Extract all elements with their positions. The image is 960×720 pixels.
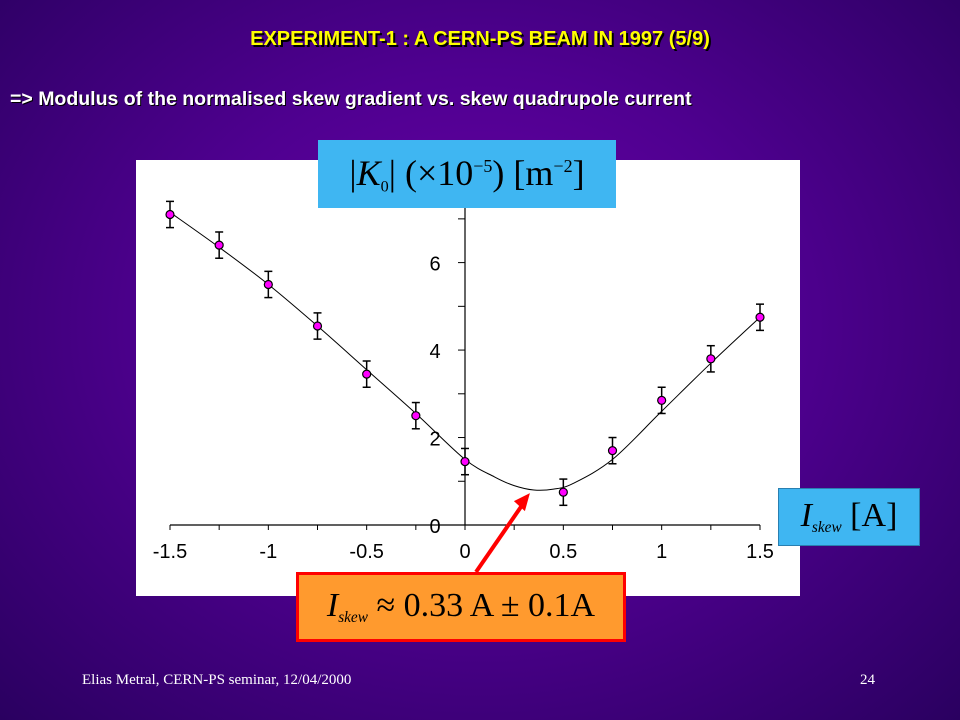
data-point xyxy=(460,456,470,467)
data-point xyxy=(214,240,224,250)
y-tick-label: 4 xyxy=(429,341,440,363)
data-point xyxy=(362,369,372,379)
data-point xyxy=(607,446,618,456)
data-point xyxy=(558,487,568,497)
data-point xyxy=(263,279,273,290)
minimum-arrow xyxy=(474,500,527,574)
x-tick-label: -0.5 xyxy=(349,541,383,563)
result-box: Iskew ≈ 0.33 A ± 0.1A xyxy=(296,572,626,642)
x-tick-label: -1 xyxy=(259,541,277,563)
x-tick-label: -1.5 xyxy=(153,541,187,563)
y-tick-label: 0 xyxy=(429,516,440,538)
data-point xyxy=(755,312,765,322)
x-axis-label: Iskew [A] xyxy=(800,496,898,537)
minimum-arrow-head xyxy=(513,493,530,512)
slide-title: EXPERIMENT-1 : A CERN-PS BEAM IN 1997 (5… xyxy=(250,28,710,50)
y-axis-label-box: |K0| (×10−5) [m−2] xyxy=(318,140,616,208)
footer-author: Elias Metral, CERN-PS seminar, 12/04/200… xyxy=(82,672,352,688)
y-tick-label: 6 xyxy=(429,254,440,276)
data-point xyxy=(657,395,667,405)
x-tick-label: 1.5 xyxy=(746,541,774,563)
fit-curve xyxy=(169,211,761,491)
data-point xyxy=(411,411,421,421)
x-tick-label: 0.5 xyxy=(549,541,577,563)
data-point xyxy=(312,321,323,331)
y-axis-label: |K0| (×10−5) [m−2] xyxy=(349,152,585,196)
page-number: 24 xyxy=(860,672,875,688)
x-tick-label: 1 xyxy=(656,541,667,563)
y-tick-label: 2 xyxy=(429,429,440,451)
chart-panel xyxy=(136,160,800,596)
slide-subtitle: => Modulus of the normalised skew gradie… xyxy=(10,88,692,110)
x-axis-label-box: Iskew [A] xyxy=(778,488,920,546)
data-point xyxy=(706,354,716,364)
x-tick-label: 0 xyxy=(459,541,470,563)
result-label: Iskew ≈ 0.33 A ± 0.1A xyxy=(326,586,596,627)
data-point xyxy=(165,209,175,220)
